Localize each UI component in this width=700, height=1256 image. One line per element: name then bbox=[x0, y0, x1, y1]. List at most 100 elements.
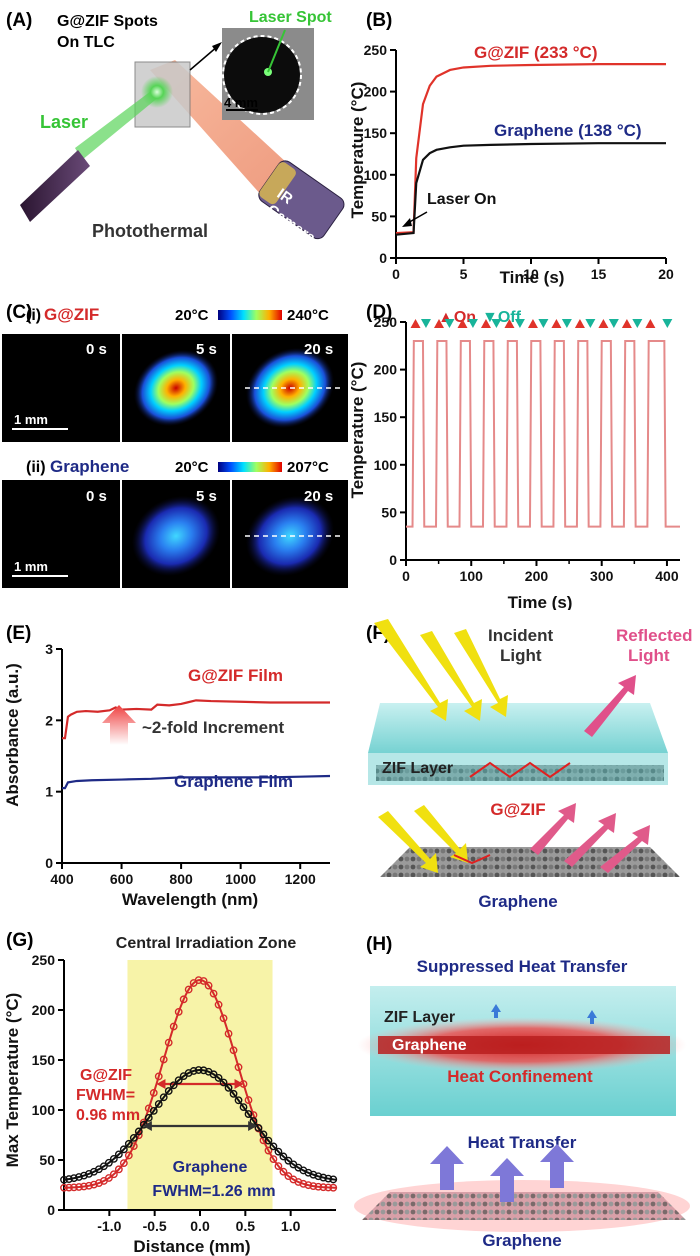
g-data-point bbox=[304, 1168, 313, 1177]
f-zif-layer bbox=[368, 703, 668, 753]
x-tick-label: 400 bbox=[50, 871, 74, 887]
g-data-point bbox=[329, 1175, 338, 1184]
c-row1-min: 20°C bbox=[175, 307, 209, 324]
d-on-marker bbox=[621, 319, 632, 329]
b-ylabel: Temperature (°C) bbox=[350, 82, 367, 219]
g-data-point bbox=[65, 1175, 73, 1183]
g-data-point bbox=[199, 977, 208, 985]
d-on-marker bbox=[574, 319, 585, 329]
c-row2-name: Graphene bbox=[50, 457, 129, 476]
b-graphene-annot: Graphene (138 °C) bbox=[494, 121, 642, 140]
g-data-point bbox=[174, 1076, 183, 1085]
laser-spot-text: Laser Spot bbox=[249, 9, 332, 26]
c-row2-t2: 20 s bbox=[304, 488, 333, 505]
g-graphene-2: FWHM=1.26 mm bbox=[152, 1183, 275, 1200]
panel-c: (C) (i) G@ZIF 20°C 240°C 1 mm 0 s 5 s 20… bbox=[0, 290, 350, 590]
c-row2-t0: 0 s bbox=[86, 488, 107, 505]
g-data-point bbox=[209, 1070, 218, 1079]
spots-label: G@ZIF Spots bbox=[57, 13, 158, 30]
d-off-marker bbox=[662, 319, 673, 329]
g-data-point bbox=[104, 1174, 113, 1182]
d-on-marker bbox=[504, 319, 515, 329]
c-row1-spot-5s bbox=[133, 349, 219, 427]
g-data-point bbox=[70, 1174, 78, 1183]
g-data-point bbox=[269, 1155, 278, 1164]
g-data-point bbox=[184, 985, 193, 994]
g-data-point bbox=[279, 1167, 288, 1176]
g-data-point bbox=[199, 1066, 208, 1075]
e-increment-arrow bbox=[102, 705, 136, 745]
laser-pointer bbox=[20, 150, 90, 222]
g-data-point bbox=[219, 1078, 228, 1087]
g-gzif-1: G@ZIF bbox=[80, 1067, 132, 1084]
spots-label-2: On TLC bbox=[57, 34, 115, 51]
y-tick-label: 50 bbox=[381, 504, 397, 520]
g-data-point bbox=[129, 1133, 138, 1142]
g-data-point bbox=[264, 1146, 273, 1155]
x-tick-label: 0.5 bbox=[236, 1218, 256, 1234]
g-data-point bbox=[75, 1173, 83, 1181]
b-series-line bbox=[395, 142, 666, 236]
h-graphene-text: Graphene bbox=[482, 1231, 561, 1250]
c-row2-min: 20°C bbox=[175, 459, 209, 476]
g-data-point bbox=[114, 1165, 123, 1174]
g-data-point bbox=[80, 1182, 88, 1191]
g-data-point bbox=[70, 1183, 78, 1192]
g-data-point bbox=[149, 1088, 158, 1097]
e-increment-annot: ~2-fold Increment bbox=[142, 718, 285, 737]
inset-spot bbox=[224, 37, 300, 113]
laser-text: Laser bbox=[40, 112, 88, 132]
g-fwhm-head bbox=[248, 1121, 258, 1131]
g-data-point bbox=[329, 1183, 338, 1192]
d-cycle-line bbox=[406, 340, 680, 528]
d-on-marker bbox=[410, 319, 421, 329]
h-zif-text: ZIF Layer bbox=[384, 1009, 455, 1026]
g-data-point bbox=[224, 1083, 233, 1092]
f-zif-text: ZIF Layer bbox=[382, 760, 453, 777]
g-data-point bbox=[114, 1150, 123, 1159]
g-fwhm-head bbox=[156, 1079, 166, 1089]
h-heat-transfer-text: Heat Transfer bbox=[468, 1133, 577, 1152]
g-data-point bbox=[244, 1110, 253, 1118]
g-data-point bbox=[209, 989, 218, 998]
g-data-point bbox=[254, 1123, 263, 1132]
g-data-point bbox=[214, 1000, 223, 1009]
g-data-point bbox=[224, 1029, 233, 1038]
panel-f: (F) ZIF Layer Incident Light Reflected L… bbox=[366, 619, 693, 911]
f-graphene-top bbox=[376, 765, 664, 781]
y-tick-label: 150 bbox=[364, 125, 388, 141]
y-tick-label: 250 bbox=[364, 42, 388, 58]
d-off-marker bbox=[632, 319, 643, 329]
c-row2-colorbar bbox=[218, 462, 282, 472]
b-xlabel: Time (s) bbox=[500, 268, 565, 287]
panel-a-label: (A) bbox=[6, 10, 32, 31]
d-off-marker bbox=[467, 319, 478, 329]
y-tick-label: 200 bbox=[32, 1002, 56, 1018]
d-legend-on: ▲On bbox=[438, 309, 476, 326]
g-data-point bbox=[109, 1154, 118, 1163]
y-tick-label: 250 bbox=[32, 952, 56, 968]
c-row2-label: (ii) bbox=[26, 459, 46, 476]
g-fwhm-head bbox=[234, 1079, 244, 1089]
f-graphene-text: Graphene bbox=[478, 892, 557, 911]
g-data-point bbox=[119, 1159, 128, 1168]
g-data-point bbox=[164, 1038, 173, 1047]
g-data-point bbox=[179, 995, 188, 1004]
d-on-marker bbox=[551, 319, 562, 329]
g-data-point bbox=[189, 1067, 198, 1075]
f-reflected-arrows-bottom bbox=[530, 803, 650, 873]
photothermal-text: Photothermal bbox=[92, 221, 208, 241]
g-data-point bbox=[204, 981, 213, 990]
laser-spot-glow bbox=[141, 76, 173, 108]
y-tick-label: 200 bbox=[374, 362, 398, 378]
g-data-point bbox=[309, 1170, 318, 1179]
x-tick-label: -1.0 bbox=[97, 1218, 121, 1234]
h-graphene-layer bbox=[378, 1036, 670, 1054]
y-tick-label: 150 bbox=[374, 409, 398, 425]
panel-g: (G) Max Temperature (°C) Distance (mm) -… bbox=[3, 930, 338, 1256]
d-ylabel: Temperature (°C) bbox=[350, 362, 367, 499]
panel-e-label: (E) bbox=[6, 623, 31, 644]
g-data-point bbox=[294, 1178, 303, 1186]
g-data-point bbox=[174, 1007, 183, 1016]
x-tick-label: 1200 bbox=[285, 871, 316, 887]
